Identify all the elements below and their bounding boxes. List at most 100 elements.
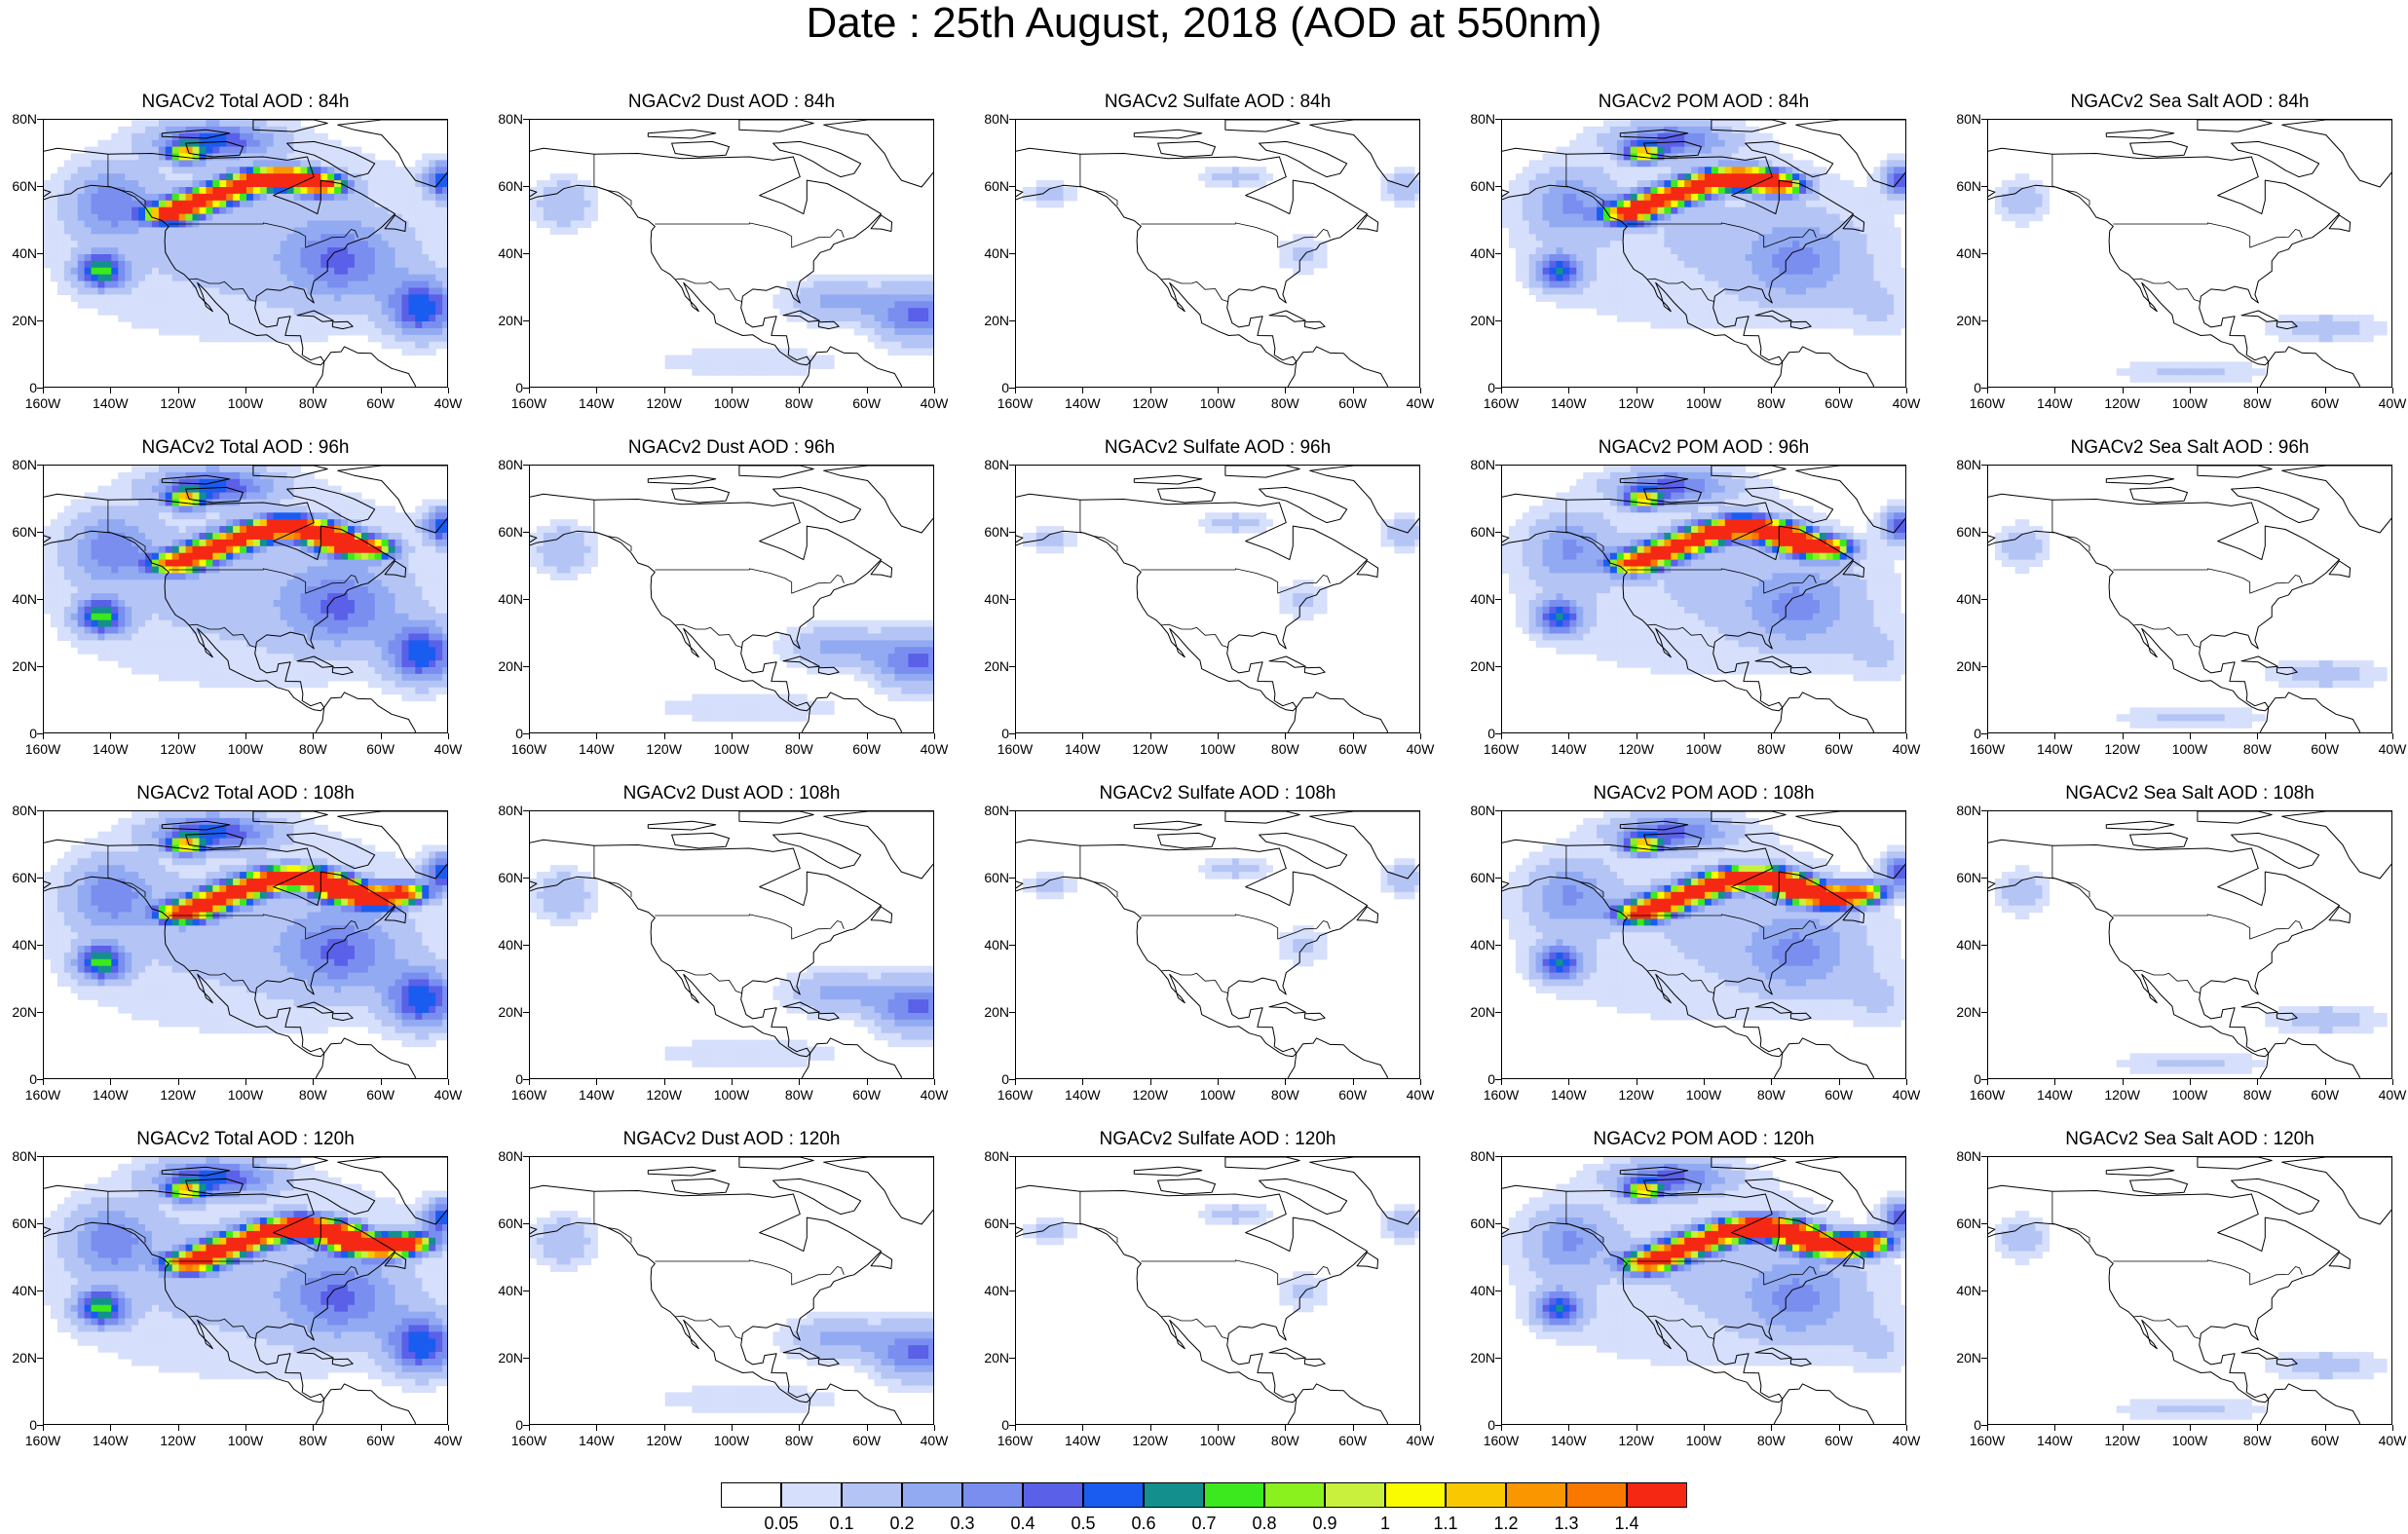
panel-title: NGACv2 Sulfate AOD : 96h [1015, 437, 1420, 459]
aod-field [44, 1157, 448, 1393]
longitude-label: 160W [14, 741, 72, 757]
longitude-tick [1704, 1425, 1705, 1431]
longitude-tick [43, 1079, 44, 1085]
longitude-label: 100W [1674, 395, 1733, 411]
latitude-tick [1009, 1358, 1015, 1359]
panel-title: NGACv2 Dust AOD : 96h [529, 437, 934, 459]
longitude-tick [1906, 1079, 1907, 1085]
latitude-tick [1495, 945, 1501, 946]
longitude-tick [1839, 733, 1840, 739]
longitude-label: 60W [2296, 741, 2354, 757]
longitude-label: 40W [1391, 1433, 1449, 1448]
longitude-label: 160W [1958, 395, 2016, 411]
longitude-tick [2190, 1079, 2191, 1085]
longitude-label: 80W [2228, 1433, 2286, 1448]
border-us-mexico [2133, 279, 2201, 301]
aod-map [530, 811, 934, 1079]
longitude-tick [1420, 1079, 1421, 1085]
longitude-tick [1987, 733, 1988, 739]
longitude-tick [596, 1425, 597, 1431]
coastline-arctic-island [2106, 821, 2173, 830]
latitude-label: 40N [0, 592, 37, 606]
border-alaska-canada [594, 845, 631, 897]
panel-title: NGACv2 Sulfate AOD : 120h [1015, 1129, 1420, 1150]
longitude-label: 40W [419, 741, 477, 757]
longitude-tick [2123, 733, 2124, 739]
coastline-cuba [1269, 1348, 1305, 1359]
latitude-label: 40N [1458, 246, 1495, 260]
latitude-tick [523, 810, 529, 811]
border-us-canada [655, 915, 844, 939]
aod-map [1988, 811, 2392, 1079]
aod-map [1016, 1157, 1420, 1425]
latitude-label: 0 [1458, 1072, 1495, 1086]
latitude-tick [37, 253, 43, 254]
longitude-label: 60W [2296, 1433, 2354, 1448]
coastline-south-america [2258, 1384, 2360, 1425]
panel-title: NGACv2 POM AOD : 96h [1501, 437, 1906, 459]
longitude-tick [934, 1079, 935, 1085]
border-alaska-canada [1080, 1191, 1117, 1243]
longitude-tick [1568, 1425, 1569, 1431]
longitude-label: 160W [986, 741, 1044, 757]
longitude-label: 160W [986, 1433, 1044, 1448]
border-us-mexico [1161, 970, 1228, 992]
latitude-label: 20N [972, 314, 1009, 327]
coastline-baffin-island [1260, 1179, 1347, 1214]
longitude-label: 60W [838, 1087, 896, 1103]
longitude-label: 60W [1324, 1433, 1382, 1448]
longitude-label: 100W [702, 1433, 761, 1448]
longitude-label: 80W [1742, 395, 1800, 411]
longitude-label: 80W [1256, 1087, 1314, 1103]
latitude-label: 60N [1458, 525, 1495, 539]
longitude-label: 140W [81, 1433, 139, 1448]
latitude-tick [1495, 253, 1501, 254]
map-frame [1015, 465, 1420, 733]
longitude-tick [2190, 733, 2191, 739]
longitude-tick [1501, 1425, 1502, 1431]
longitude-label: 60W [838, 395, 896, 411]
longitude-label: 160W [1472, 1087, 1530, 1103]
latitude-tick [523, 599, 529, 600]
longitude-tick [596, 733, 597, 739]
longitude-label: 120W [1607, 1087, 1666, 1103]
panel-title: NGACv2 Sea Salt AOD : 108h [1987, 783, 2392, 804]
longitude-label: 140W [1539, 741, 1598, 757]
longitude-tick [799, 1079, 800, 1085]
longitude-tick [1285, 733, 1286, 739]
latitude-tick [1495, 186, 1501, 187]
latitude-label: 80N [972, 1149, 1009, 1163]
coastline-cuba [2241, 1348, 2277, 1359]
latitude-label: 80N [1944, 804, 1981, 817]
panel-title: NGACv2 POM AOD : 120h [1501, 1129, 1906, 1150]
aod-map [1502, 811, 1906, 1079]
latitude-tick [523, 878, 529, 879]
longitude-label: 120W [149, 395, 207, 411]
longitude-tick [934, 1425, 935, 1431]
latitude-tick [523, 945, 529, 946]
coastline-arctic-island [648, 1167, 715, 1176]
longitude-tick [732, 388, 733, 393]
latitude-label: 60N [972, 525, 1009, 539]
latitude-label: 20N [0, 1351, 37, 1365]
latitude-tick [1495, 1358, 1501, 1359]
longitude-label: 160W [986, 1087, 1044, 1103]
border-us-canada [2113, 915, 2302, 939]
longitude-label: 80W [770, 741, 828, 757]
longitude-tick [664, 733, 665, 739]
latitude-tick [37, 1358, 43, 1359]
longitude-tick [529, 1079, 530, 1085]
longitude-tick [934, 733, 935, 739]
latitude-tick [1981, 465, 1987, 466]
longitude-label: 160W [1472, 395, 1530, 411]
latitude-label: 0 [1944, 1072, 1981, 1086]
longitude-label: 100W [2161, 395, 2219, 411]
latitude-label: 80N [1944, 112, 1981, 126]
latitude-tick [523, 1012, 529, 1013]
longitude-tick [1218, 733, 1219, 739]
longitude-label: 140W [81, 741, 139, 757]
coastline-south-america [314, 1038, 416, 1079]
map-frame [529, 1156, 934, 1425]
